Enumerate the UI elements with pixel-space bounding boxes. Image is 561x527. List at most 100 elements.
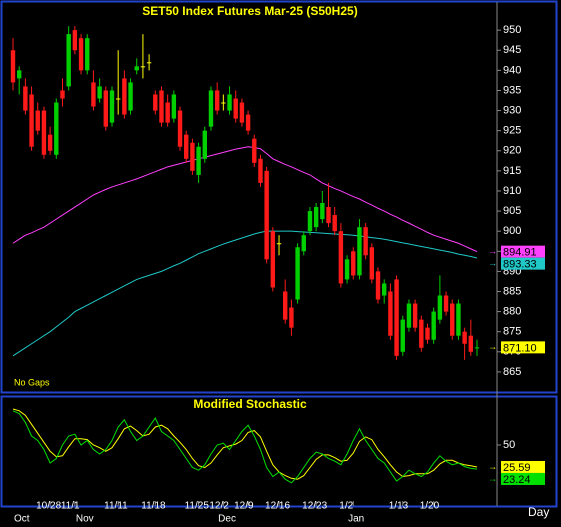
candle-body	[462, 331, 467, 344]
candle-body	[159, 90, 164, 123]
candle-body	[214, 90, 220, 111]
last-value-box	[501, 245, 545, 258]
candle-body	[245, 114, 251, 131]
stochastic-line	[12, 410, 478, 484]
y-tick-label: 925	[503, 125, 521, 137]
candle-body	[276, 243, 282, 245]
last-value-label: 25.59	[503, 462, 531, 474]
candle-body	[332, 215, 337, 232]
candle-body	[307, 211, 313, 232]
candle-body	[153, 94, 158, 111]
candle-body	[122, 78, 127, 115]
y-tick-label: 945	[503, 44, 521, 56]
candle-body	[177, 110, 183, 147]
candle-body	[283, 291, 288, 320]
candle-body	[375, 271, 381, 300]
month-label: Oct	[14, 514, 30, 525]
candle-body	[134, 66, 139, 71]
candle-body	[369, 247, 375, 280]
candle-body	[320, 203, 325, 220]
last-value-box	[501, 341, 545, 354]
candle-body	[239, 102, 245, 123]
x-tick-label: 12/16	[265, 501, 290, 512]
candle-body	[412, 303, 418, 328]
candle-body	[313, 207, 319, 228]
candle-body	[128, 82, 133, 111]
candle-body	[78, 38, 84, 71]
candle-body	[338, 231, 344, 284]
x-tick-label: 11/25	[185, 501, 210, 512]
candle-body	[85, 38, 90, 71]
candle-body	[406, 303, 412, 328]
candle-body	[146, 62, 152, 64]
candle-body	[23, 86, 28, 111]
candle-body	[301, 235, 306, 252]
candle-body	[221, 102, 226, 104]
candle-body	[264, 170, 269, 260]
candle-body	[109, 90, 115, 123]
y-tick-label: 905	[503, 205, 521, 217]
x-tick-label: 11/18	[141, 501, 166, 512]
month-label: Jan	[348, 514, 364, 525]
candle-body	[47, 134, 53, 151]
candle-body	[196, 146, 201, 175]
candle-body	[450, 303, 455, 336]
stochastic-panel-border	[0, 395, 558, 508]
annotation: No Gaps	[14, 377, 50, 387]
candle-body	[91, 82, 96, 107]
candle-body	[171, 94, 177, 119]
candle-body	[29, 94, 34, 147]
candle-body	[474, 347, 480, 349]
candle-body	[468, 335, 474, 352]
candle-body	[382, 283, 387, 296]
candle-body	[394, 279, 399, 356]
x-tick-label: 11/1	[61, 501, 80, 512]
y-tick-label: 50	[503, 439, 515, 451]
candle-body	[165, 102, 170, 123]
last-value-arrow: →	[488, 473, 497, 483]
x-axis-label: Day	[528, 505, 549, 519]
y-tick-label: 875	[503, 326, 521, 338]
last-value-box	[501, 472, 545, 485]
candle-body	[54, 102, 59, 155]
y-tick-label: 880	[503, 305, 521, 317]
candle-body	[35, 110, 40, 131]
x-tick-label: 12/2	[209, 501, 229, 512]
last-value-box	[501, 460, 545, 473]
y-tick-label: 865	[503, 366, 521, 378]
candle-body	[456, 303, 461, 336]
y-tick-label: 935	[503, 84, 521, 96]
month-label: Dec	[218, 514, 236, 525]
candle-body	[425, 327, 430, 340]
candle-body	[60, 90, 65, 99]
candle-body	[208, 90, 214, 127]
candle-body	[72, 30, 78, 51]
candle-body	[400, 319, 405, 352]
candle-body	[233, 98, 238, 119]
last-value-label: 871.10	[503, 342, 537, 354]
moving-average	[12, 230, 478, 357]
candle-body	[115, 98, 121, 100]
candle-body	[351, 251, 356, 276]
candle-body	[326, 207, 331, 224]
candle-body	[190, 142, 195, 171]
candle-body	[344, 259, 350, 280]
x-tick-label: 1/13	[389, 501, 409, 512]
stochastic-line	[12, 408, 478, 480]
x-tick-label: 12/23	[302, 501, 327, 512]
price-panel-border	[0, 0, 558, 394]
y-tick-label: 950	[503, 24, 521, 36]
x-tick-label: 12/9	[234, 501, 254, 512]
candle-body	[419, 319, 424, 348]
candle-body	[140, 66, 146, 68]
candle-body	[437, 295, 443, 320]
y-tick-label: 940	[503, 64, 521, 76]
y-tick-label: 930	[503, 104, 521, 116]
candle-body	[363, 227, 368, 256]
x-tick-label: 10/28	[36, 501, 61, 512]
x-tick-label: 1/2	[339, 501, 353, 512]
candle-body	[66, 34, 71, 87]
candle-body	[431, 311, 436, 340]
